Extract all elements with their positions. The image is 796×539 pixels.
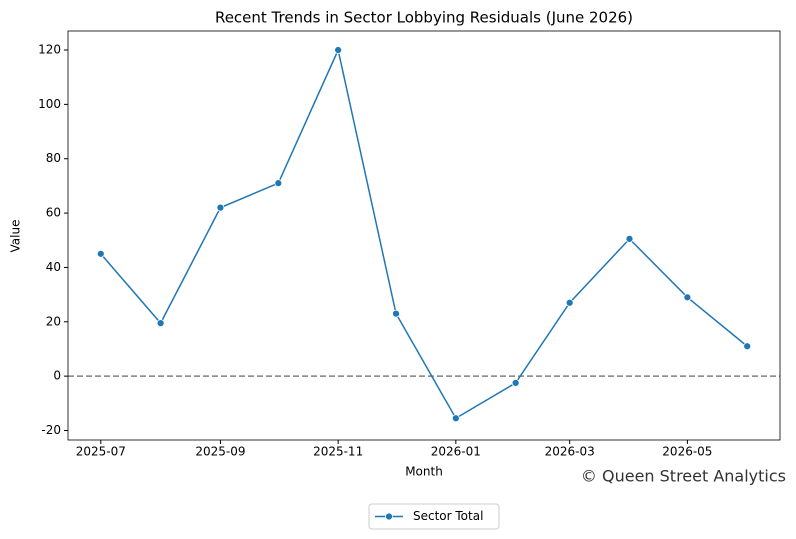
legend-label: Sector Total <box>413 509 483 523</box>
x-tick-label: 2025-07 <box>76 445 126 459</box>
point <box>565 298 574 307</box>
point <box>451 414 460 423</box>
y-tick-label: 60 <box>46 206 61 220</box>
point <box>334 46 343 54</box>
x-tick-label: 2026-05 <box>662 445 712 459</box>
plot-frame <box>67 30 781 441</box>
point <box>96 249 105 258</box>
point <box>274 179 283 188</box>
x-axis-label: Month <box>405 465 443 479</box>
x-tick-label: 2025-09 <box>195 445 245 459</box>
x-tick-label: 2025-11 <box>313 445 363 459</box>
y-axis-label: Value <box>9 220 23 253</box>
watermark: © Queen Street Analytics <box>581 467 786 486</box>
point <box>156 319 165 328</box>
y-tick-label: 120 <box>38 43 61 57</box>
y-tick-label: 100 <box>38 97 61 111</box>
legend-marker <box>385 512 393 521</box>
x-tick-label: 2026-01 <box>431 445 481 459</box>
y-tick-label: -20 <box>41 423 61 437</box>
chart-title: Recent Trends in Sector Lobbying Residua… <box>215 9 633 27</box>
point <box>683 293 692 302</box>
point <box>216 203 225 212</box>
legend: Sector Total <box>368 503 500 530</box>
y-tick-label: 20 <box>46 314 61 328</box>
point <box>625 235 634 243</box>
point <box>392 309 400 318</box>
y-tick-label: 40 <box>46 260 61 274</box>
point <box>511 379 520 387</box>
point <box>743 342 752 351</box>
series-line <box>100 47 748 420</box>
y-tick-label: 0 <box>53 369 61 383</box>
legend-frame <box>368 503 500 530</box>
x-tick-label: 2026-03 <box>545 445 595 459</box>
y-tick-label: 80 <box>46 151 61 165</box>
